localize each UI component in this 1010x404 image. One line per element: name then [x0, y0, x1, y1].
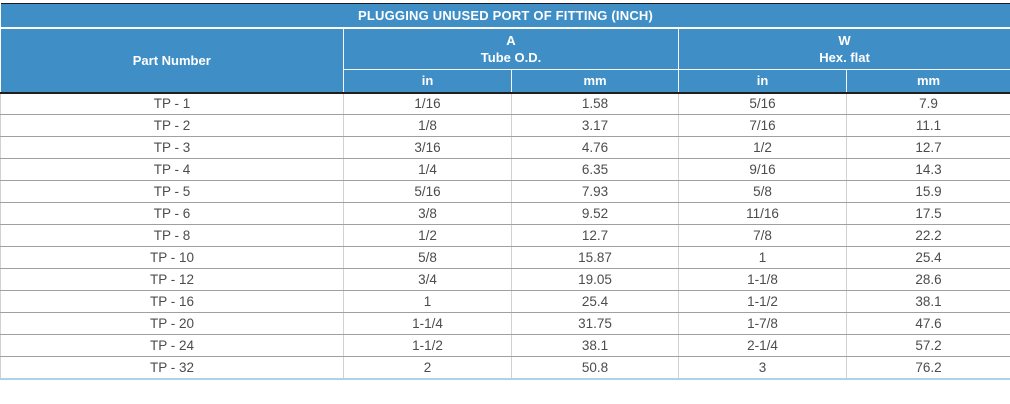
- cell-part-number: TP - 6: [0, 202, 344, 225]
- col-group-a-tube-od: A Tube O.D.: [343, 27, 679, 70]
- cell-a-in: 1-1/4: [343, 312, 512, 335]
- cell-w-mm: 25.4: [845, 246, 1010, 269]
- subheader-w-mm: mm: [845, 69, 1010, 94]
- cell-part-number: TP - 1: [0, 92, 344, 115]
- cell-w-mm: 57.2: [845, 334, 1010, 357]
- subheader-a-in: in: [343, 69, 512, 94]
- table-title: PLUGGING UNUSED PORT OF FITTING (INCH): [0, 3, 1010, 29]
- cell-a-in: 3/16: [343, 136, 512, 159]
- cell-w-in: 7/16: [678, 114, 847, 137]
- cell-a-in: 1-1/2: [343, 334, 512, 357]
- cell-a-mm: 7.93: [511, 180, 679, 203]
- group-a-label: Tube O.D.: [480, 49, 542, 65]
- cell-w-in: 1/2: [678, 136, 847, 159]
- cell-w-mm: 38.1: [845, 290, 1010, 313]
- cell-w-mm: 14.3: [845, 158, 1010, 181]
- cell-w-mm: 11.1: [845, 114, 1010, 137]
- table-row: TP - 3 3/16 4.76 1/2 12.7: [0, 136, 1010, 159]
- cell-a-in: 1/16: [343, 92, 512, 115]
- subheader-a-mm: mm: [511, 69, 679, 94]
- cell-a-mm: 3.17: [511, 114, 679, 137]
- table-row: TP - 16 1 25.4 1-1/2 38.1: [0, 290, 1010, 313]
- cell-a-in: 1: [343, 290, 512, 313]
- cell-w-in: 1-7/8: [678, 312, 847, 335]
- table-row: TP - 2 1/8 3.17 7/16 11.1: [0, 114, 1010, 137]
- cell-part-number: TP - 12: [0, 268, 344, 291]
- cell-a-in: 3/4: [343, 268, 512, 291]
- subheader-w-in: in: [678, 69, 847, 94]
- col-header-part-number: Part Number: [0, 27, 344, 94]
- cell-part-number: TP - 20: [0, 312, 344, 335]
- cell-a-mm: 12.7: [511, 224, 679, 247]
- group-w-label: Hex. flat: [819, 49, 870, 65]
- cell-w-in: 9/16: [678, 158, 847, 181]
- cell-a-mm: 25.4: [511, 290, 679, 313]
- cell-w-in: 5/8: [678, 180, 847, 203]
- group-a-symbol: A: [506, 32, 516, 48]
- cell-a-in: 1/4: [343, 158, 512, 181]
- cell-a-mm: 31.75: [511, 312, 679, 335]
- table-row: TP - 8 1/2 12.7 7/8 22.2: [0, 224, 1010, 247]
- table-row: TP - 1 1/16 1.58 5/16 7.9: [0, 92, 1010, 115]
- cell-w-mm: 28.6: [845, 268, 1010, 291]
- cell-a-in: 2: [343, 356, 512, 380]
- cell-a-mm: 6.35: [511, 158, 679, 181]
- cell-a-mm: 15.87: [511, 246, 679, 269]
- cell-a-in: 5/16: [343, 180, 512, 203]
- cell-a-mm: 9.52: [511, 202, 679, 225]
- cell-part-number: TP - 4: [0, 158, 344, 181]
- cell-part-number: TP - 8: [0, 224, 344, 247]
- cell-a-mm: 1.58: [511, 92, 679, 115]
- cell-w-in: 3: [678, 356, 847, 380]
- cell-part-number: TP - 24: [0, 334, 344, 357]
- cell-a-in: 5/8: [343, 246, 512, 269]
- cell-w-in: 1-1/2: [678, 290, 847, 313]
- cell-w-in: 1-1/8: [678, 268, 847, 291]
- cell-w-mm: 76.2: [845, 356, 1010, 380]
- table-row: TP - 32 2 50.8 3 76.2: [0, 356, 1010, 380]
- cell-a-in: 3/8: [343, 202, 512, 225]
- table-row: TP - 20 1-1/4 31.75 1-7/8 47.6: [0, 312, 1010, 335]
- cell-a-mm: 4.76: [511, 136, 679, 159]
- subheader-row: in mm in mm: [1, 69, 1010, 94]
- cell-w-mm: 17.5: [845, 202, 1010, 225]
- cell-part-number: TP - 16: [0, 290, 344, 313]
- cell-a-in: 1/2: [343, 224, 512, 247]
- cell-w-in: 5/16: [678, 92, 847, 115]
- cell-a-mm: 50.8: [511, 356, 679, 380]
- table-row: TP - 24 1-1/2 38.1 2-1/4 57.2: [0, 334, 1010, 357]
- table-row: TP - 6 3/8 9.52 11/16 17.5: [0, 202, 1010, 225]
- cell-w-mm: 22.2: [845, 224, 1010, 247]
- fitting-spec-table: PLUGGING UNUSED PORT OF FITTING (INCH) P…: [0, 3, 1010, 380]
- table-row: TP - 4 1/4 6.35 9/16 14.3: [0, 158, 1010, 181]
- table-row: TP - 12 3/4 19.05 1-1/8 28.6: [0, 268, 1010, 291]
- col-group-w-hex-flat: W Hex. flat: [677, 27, 1010, 70]
- cell-w-mm: 47.6: [845, 312, 1010, 335]
- cell-part-number: TP - 5: [0, 180, 344, 203]
- table-body: TP - 1 1/16 1.58 5/16 7.9 TP - 2 1/8 3.17 7/16 11…: [0, 92, 1010, 380]
- cell-w-mm: 12.7: [845, 136, 1010, 159]
- cell-w-mm: 7.9: [845, 92, 1010, 115]
- group-w-symbol: W: [838, 32, 851, 48]
- cell-w-mm: 15.9: [845, 180, 1010, 203]
- cell-part-number: TP - 2: [0, 114, 344, 137]
- cell-a-mm: 19.05: [511, 268, 679, 291]
- table-row: TP - 10 5/8 15.87 1 25.4: [0, 246, 1010, 269]
- cell-a-mm: 38.1: [511, 334, 679, 357]
- cell-part-number: TP - 10: [0, 246, 344, 269]
- cell-w-in: 11/16: [678, 202, 847, 225]
- cell-w-in: 7/8: [678, 224, 847, 247]
- cell-w-in: 2-1/4: [678, 334, 847, 357]
- cell-part-number: TP - 3: [0, 136, 344, 159]
- cell-a-in: 1/8: [343, 114, 512, 137]
- group-header-row: Part Number A Tube O.D. W Hex. flat: [0, 27, 1010, 94]
- cell-w-in: 1: [678, 246, 847, 269]
- cell-part-number: TP - 32: [0, 356, 344, 380]
- table-row: TP - 5 5/16 7.93 5/8 15.9: [0, 180, 1010, 203]
- table-title-row: PLUGGING UNUSED PORT OF FITTING (INCH): [0, 3, 1010, 29]
